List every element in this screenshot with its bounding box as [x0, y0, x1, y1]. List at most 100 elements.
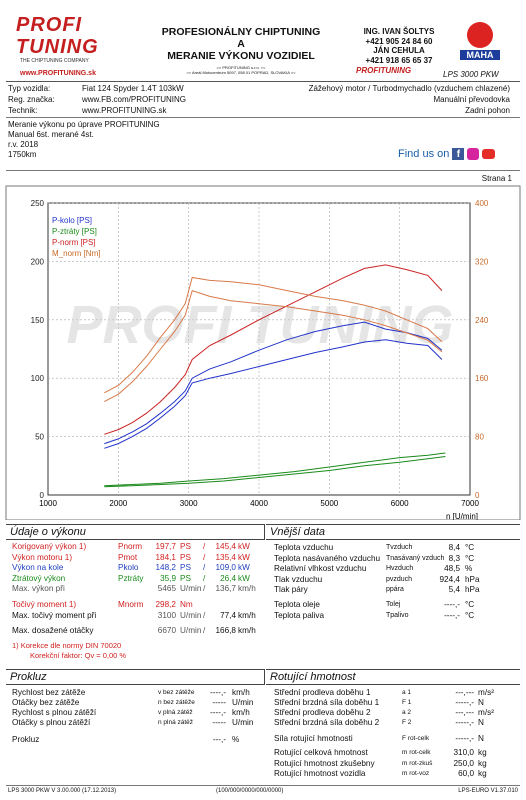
y-right-tick-label: 320 — [475, 257, 489, 266]
perf-label: Korigovaný výkon 1) — [12, 542, 87, 551]
perf-unit-2: kW — [238, 552, 250, 562]
rotating-value: -----,- — [455, 718, 474, 727]
rotating-value: ---,--- — [455, 708, 474, 717]
contact-phone-2: +421 918 65 65 37 — [365, 55, 433, 65]
header: PROFI TUNING THE CHIPTUNING COMPANY www.… — [0, 0, 526, 82]
max-rpm: 6670 — [157, 626, 176, 635]
type-value: Fiat 124 Spyder 1.4T 103kW — [82, 84, 184, 93]
perf-slash: / — [203, 573, 206, 583]
rotating-symbol: m rot-zkuš — [402, 759, 433, 767]
external-label: Teplota vzduchu — [274, 543, 334, 552]
external-unit: °C — [465, 600, 475, 609]
logo-text: PROFI TUNING — [16, 14, 99, 58]
facebook-icon[interactable]: f — [452, 148, 465, 160]
company-line-2: >> Areál Motocentrum 5097, 058 01 POPRAD… — [186, 70, 296, 75]
rotating-label: Střední brzdná síla doběhu 2 — [274, 718, 380, 727]
external-unit: °C — [465, 553, 475, 563]
series-line-p-kolo-ps-2- — [104, 339, 443, 449]
external-value: 5,4 — [448, 585, 460, 594]
external-label: Teplota paliva — [274, 611, 325, 620]
max-torque-speed-unit: km/h — [238, 611, 256, 620]
model-label: LPS 3000 PKW — [443, 70, 499, 79]
y-left-tick-label: 0 — [40, 491, 45, 500]
title-line-2: A — [237, 38, 245, 50]
perf-symbol: Pnorm — [118, 542, 143, 551]
instagram-icon[interactable] — [467, 148, 480, 160]
rotating-label: Rotující hmotnost zkušebny — [274, 758, 375, 768]
slash: / — [203, 626, 206, 635]
y-left-tick-label: 100 — [31, 374, 45, 383]
perf-symbol: Pkolo — [118, 563, 139, 572]
rotating-unit: kg — [478, 758, 487, 768]
note-line: 1750km — [8, 150, 37, 159]
rotating-unit: kg — [478, 769, 487, 778]
legend: P-kolo [PS] P-ztráty [PS] P-norm [PS] M_nor… — [52, 216, 100, 258]
rotating-value: 310,0 — [453, 748, 475, 757]
legend-item: P-norm [PS] — [52, 238, 96, 247]
rotating-symbol: a 1 — [402, 689, 412, 696]
max-torque-rpm: 3100 — [157, 611, 176, 620]
y-right-tick-label: 160 — [475, 374, 489, 383]
find-us-label: Find us on — [398, 148, 450, 160]
perf-value-2: 26,4 — [220, 573, 236, 583]
rotating-symbol: F rot-celk — [402, 735, 430, 742]
rotating-symbol: F 1 — [402, 699, 412, 706]
rotating-symbol: a 2 — [402, 709, 412, 716]
youtube-icon[interactable] — [482, 149, 496, 159]
perf-slash: / — [203, 542, 206, 551]
rotating-label: Střední prodleva doběhu 2 — [274, 708, 371, 717]
rotating-unit: N — [478, 698, 484, 707]
slip-value: ---,- — [212, 735, 226, 744]
slip-value: ----,- — [210, 688, 226, 697]
external-label: Teplota nasávaného vzduchu — [274, 553, 381, 563]
torque-label: Točivý moment 1) — [12, 600, 77, 609]
rotating-value: ---,--- — [455, 688, 474, 697]
rotating-unit: N — [478, 718, 484, 727]
slip-symbol: n plná zátěž — [158, 719, 194, 726]
slip-unit: km/h — [232, 708, 250, 717]
reg-label: Reg. značka: — [8, 95, 55, 104]
max-torque-speed: 77,4 — [220, 611, 236, 620]
footer-mid: (100/000/0000/000/0000) — [216, 788, 284, 794]
perf-slash: / — [203, 563, 206, 572]
rotating-label: Síla rotující hmotnosti — [274, 734, 353, 743]
profituning-logo: PROFI TUNING THE CHIPTUNING COMPANY www.… — [16, 14, 136, 77]
maha-logo: MAHA — [460, 22, 500, 60]
y-left-tick-label: 250 — [31, 199, 45, 208]
maha-text: MAHA — [460, 50, 500, 60]
rotating-unit: kg — [478, 748, 487, 757]
external-symbol: Tolej — [386, 601, 401, 608]
x-tick-label: 6000 — [391, 499, 409, 508]
perf-unit-2: kW — [238, 573, 250, 583]
prokluz-header: Prokluz — [6, 669, 265, 685]
page-number: Strana 1 — [481, 174, 512, 183]
max-torque-label: Max. točivý moment při — [12, 611, 97, 620]
legend-item: M_norm [Nm] — [52, 249, 100, 258]
external-symbol: Tvzduch — [386, 544, 413, 551]
perf-unit-2: km/h — [238, 584, 256, 593]
legend-item: P-kolo [PS] — [52, 216, 92, 225]
max-rpm-unit: U/min — [180, 626, 202, 635]
torque-unit: Nm — [180, 600, 193, 609]
external-symbol: Tpalivo — [386, 612, 409, 619]
perf-unit-2: kW — [238, 563, 250, 572]
drive-type: Zadní pohon — [465, 106, 510, 115]
external-value: 48,5 — [444, 564, 460, 573]
perf-label: Max. výkon při — [12, 584, 65, 593]
perf-unit-1: PS — [180, 573, 191, 583]
perf-value-1: 35,9 — [160, 573, 176, 583]
external-symbol: Tnasávaný vzduch — [386, 554, 445, 562]
title-line-1: PROFESIONÁLNY CHIPTUNING — [161, 26, 321, 38]
company-line-1: >> PROFITUNING s.r.o. << — [216, 65, 266, 70]
gearbox-type: Manuální převodovka — [433, 95, 511, 104]
chart-border — [5, 185, 521, 520]
logo-subtext: THE CHIPTUNING COMPANY — [20, 58, 89, 64]
rotating-label: Střední prodleva doběhu 1 — [274, 688, 371, 697]
x-tick-label: 5000 — [320, 499, 338, 508]
correction-factor: Korekční faktor: Qv = 0,00 % — [30, 651, 127, 660]
axis-ticks: 1000 2000 3000 4000 5000 6000 7000050100150200… — [31, 199, 489, 520]
brand-small: PROFITUNING — [356, 66, 412, 75]
y-right-tick-label: 0 — [475, 491, 480, 500]
perf-value-2: 109,0 — [215, 563, 237, 572]
rotating-value: 250,0 — [453, 758, 475, 768]
